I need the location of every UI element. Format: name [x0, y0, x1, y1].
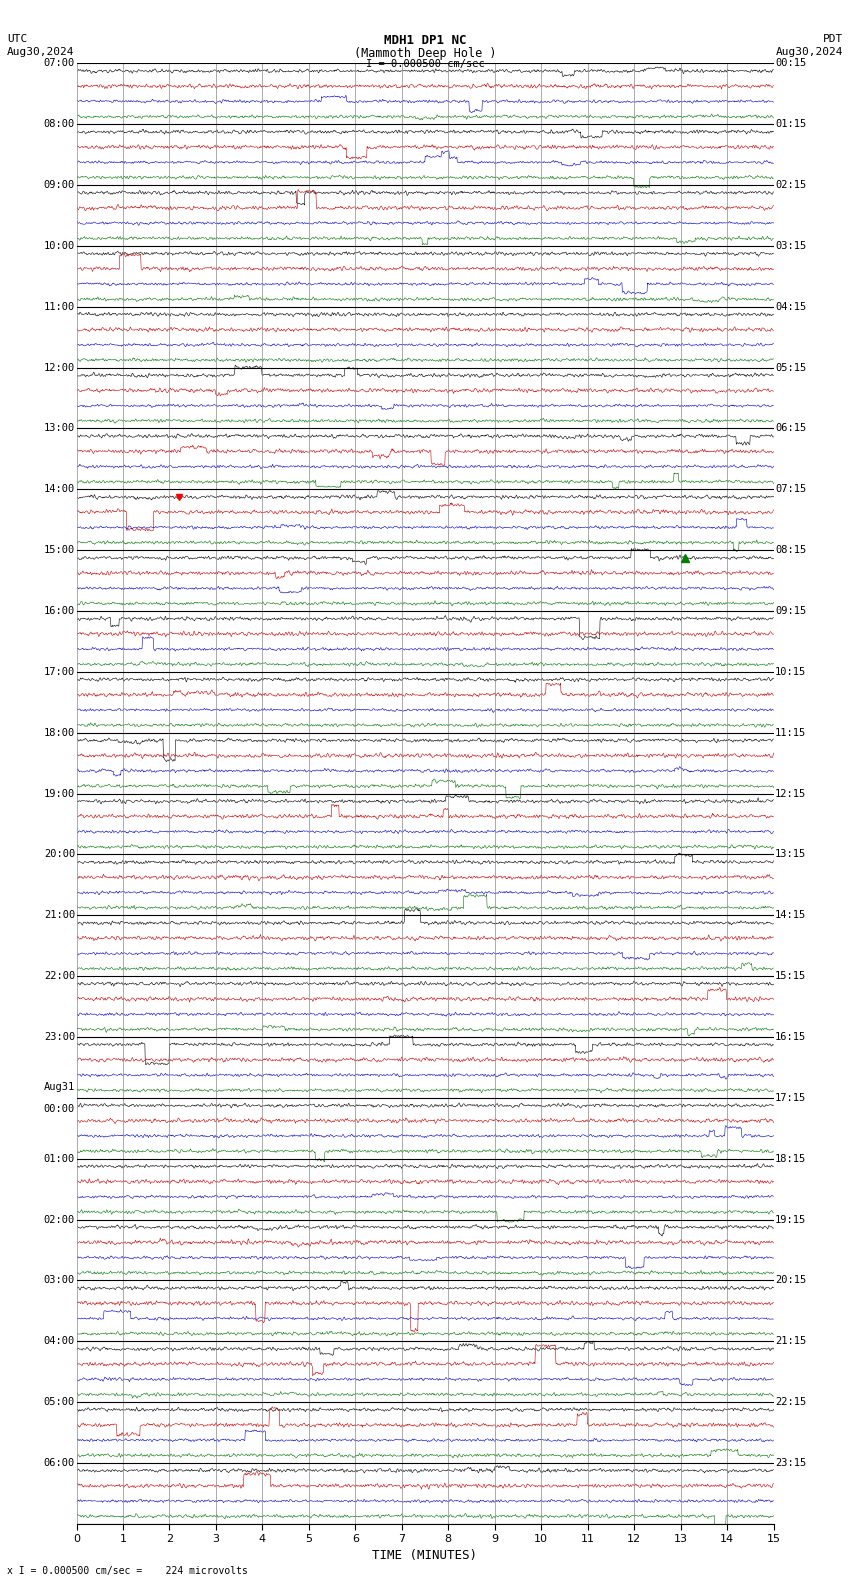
Text: 08:00: 08:00 — [44, 119, 75, 130]
Text: 23:15: 23:15 — [775, 1457, 806, 1468]
X-axis label: TIME (MINUTES): TIME (MINUTES) — [372, 1549, 478, 1562]
Text: 17:15: 17:15 — [775, 1093, 806, 1102]
Text: 06:15: 06:15 — [775, 423, 806, 434]
Text: 02:15: 02:15 — [775, 181, 806, 190]
Text: 06:00: 06:00 — [44, 1457, 75, 1468]
Text: 10:00: 10:00 — [44, 241, 75, 250]
Text: 09:15: 09:15 — [775, 607, 806, 616]
Text: 04:15: 04:15 — [775, 303, 806, 312]
Text: 00:00: 00:00 — [44, 1104, 75, 1114]
Text: 03:00: 03:00 — [44, 1275, 75, 1285]
Text: x I = 0.000500 cm/sec =    224 microvolts: x I = 0.000500 cm/sec = 224 microvolts — [7, 1567, 247, 1576]
Text: 05:00: 05:00 — [44, 1397, 75, 1407]
Text: 05:15: 05:15 — [775, 363, 806, 372]
Text: 19:00: 19:00 — [44, 789, 75, 798]
Text: 11:00: 11:00 — [44, 303, 75, 312]
Text: 18:15: 18:15 — [775, 1153, 806, 1164]
Text: I = 0.000500 cm/sec: I = 0.000500 cm/sec — [366, 59, 484, 70]
Text: PDT: PDT — [823, 33, 843, 44]
Text: 15:15: 15:15 — [775, 971, 806, 980]
Text: 11:15: 11:15 — [775, 727, 806, 738]
Text: 21:15: 21:15 — [775, 1337, 806, 1346]
Text: 12:00: 12:00 — [44, 363, 75, 372]
Text: 00:15: 00:15 — [775, 59, 806, 68]
Text: Aug30,2024: Aug30,2024 — [776, 46, 843, 57]
Text: 17:00: 17:00 — [44, 667, 75, 676]
Text: 16:00: 16:00 — [44, 607, 75, 616]
Text: MDH1 DP1 NC: MDH1 DP1 NC — [383, 33, 467, 48]
Text: 07:00: 07:00 — [44, 59, 75, 68]
Text: (Mammoth Deep Hole ): (Mammoth Deep Hole ) — [354, 46, 496, 60]
Text: 22:00: 22:00 — [44, 971, 75, 980]
Text: 01:00: 01:00 — [44, 1153, 75, 1164]
Text: Aug31: Aug31 — [44, 1082, 75, 1091]
Text: 19:15: 19:15 — [775, 1215, 806, 1224]
Text: 08:15: 08:15 — [775, 545, 806, 554]
Text: 12:15: 12:15 — [775, 789, 806, 798]
Text: 23:00: 23:00 — [44, 1033, 75, 1042]
Text: 18:00: 18:00 — [44, 727, 75, 738]
Text: 16:15: 16:15 — [775, 1033, 806, 1042]
Text: 20:15: 20:15 — [775, 1275, 806, 1285]
Text: 14:15: 14:15 — [775, 911, 806, 920]
Text: 03:15: 03:15 — [775, 241, 806, 250]
Text: 15:00: 15:00 — [44, 545, 75, 554]
Text: 04:00: 04:00 — [44, 1337, 75, 1346]
Text: 22:15: 22:15 — [775, 1397, 806, 1407]
Text: 10:15: 10:15 — [775, 667, 806, 676]
Text: 09:00: 09:00 — [44, 181, 75, 190]
Text: 14:00: 14:00 — [44, 485, 75, 494]
Text: 13:15: 13:15 — [775, 849, 806, 860]
Text: UTC: UTC — [7, 33, 27, 44]
Text: Aug30,2024: Aug30,2024 — [7, 46, 74, 57]
Text: 01:15: 01:15 — [775, 119, 806, 130]
Text: 20:00: 20:00 — [44, 849, 75, 860]
Text: 07:15: 07:15 — [775, 485, 806, 494]
Text: 13:00: 13:00 — [44, 423, 75, 434]
Text: 21:00: 21:00 — [44, 911, 75, 920]
Text: 02:00: 02:00 — [44, 1215, 75, 1224]
